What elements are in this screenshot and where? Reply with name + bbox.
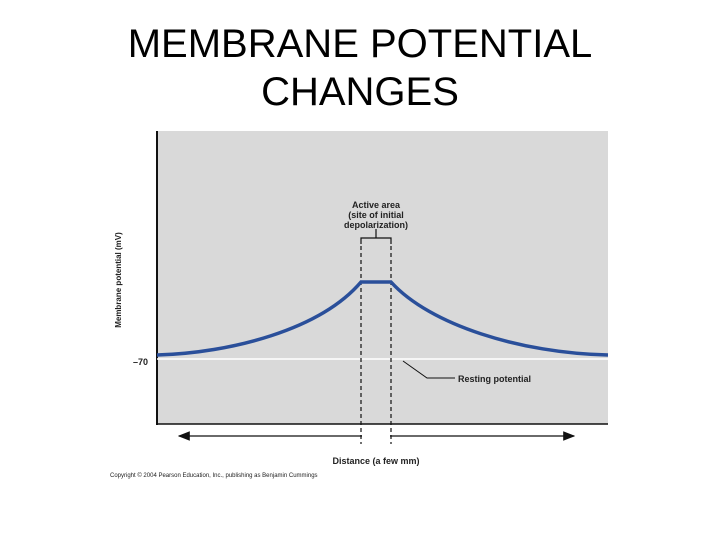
active-area-bracket — [360, 229, 392, 244]
copyright-notice: Copyright © 2004 Pearson Education, Inc.… — [110, 472, 318, 479]
plot-background — [157, 131, 608, 424]
active-area-label-line-3: depolarization) — [344, 220, 408, 230]
membrane-potential-curve — [156, 280, 609, 357]
active-area-label-line-1: Active area — [352, 200, 401, 210]
resting-tick-label: –70 — [133, 357, 148, 367]
resting-potential-label: Resting potential — [458, 374, 531, 384]
x-axis-label: Distance (a few mm) — [332, 456, 419, 466]
distance-arrow-gap — [362, 430, 390, 442]
slide-title: MEMBRANE POTENTIAL CHANGES — [60, 20, 660, 116]
y-axis-label: Membrane potential (mV) — [114, 232, 123, 328]
active-area-label-line-2: (site of initial — [348, 210, 404, 220]
slide-title-line-1: MEMBRANE POTENTIAL — [127, 22, 593, 66]
resting-potential-leader — [402, 360, 455, 379]
slide-title-line-2: CHANGES — [261, 70, 459, 114]
